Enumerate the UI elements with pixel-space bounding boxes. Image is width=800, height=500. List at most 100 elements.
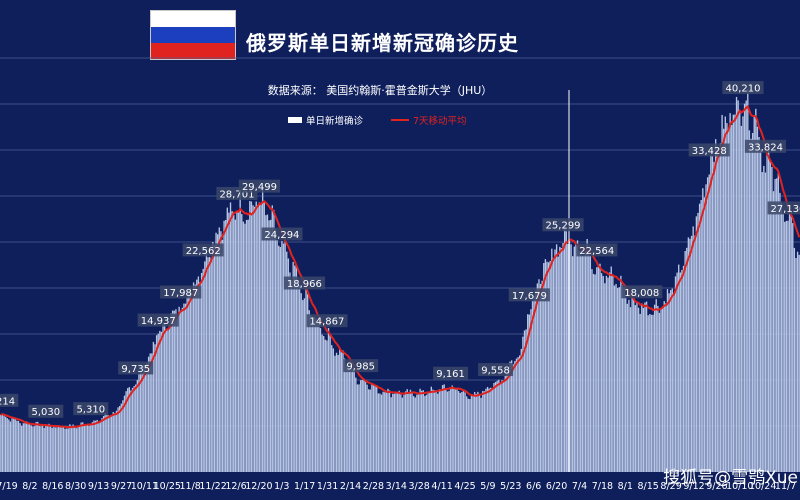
- daily-bar: [558, 257, 559, 472]
- daily-bar: [106, 415, 107, 472]
- daily-bar: [390, 397, 391, 472]
- daily-bar: [52, 428, 53, 472]
- daily-bar: [156, 335, 157, 472]
- daily-bar: [272, 205, 273, 472]
- daily-bar: [426, 395, 427, 472]
- daily-bar: [206, 248, 207, 472]
- daily-bar: [403, 395, 404, 472]
- daily-bar: [191, 293, 192, 472]
- daily-bar: [696, 216, 697, 472]
- daily-bar: [488, 389, 489, 472]
- daily-bar: [692, 226, 693, 472]
- daily-bar: [44, 428, 45, 472]
- daily-bar: [175, 309, 176, 472]
- daily-bar: [765, 173, 766, 472]
- daily-bar: [766, 153, 767, 472]
- daily-bar: [790, 212, 791, 472]
- daily-bar: [117, 407, 118, 472]
- daily-bar: [519, 355, 520, 472]
- daily-bar: [556, 244, 557, 472]
- daily-bar: [578, 251, 579, 472]
- x-tick-label: 5/9: [480, 481, 495, 492]
- daily-bar: [244, 224, 245, 472]
- daily-bar: [609, 272, 610, 472]
- daily-bar: [231, 211, 232, 472]
- daily-bar: [501, 380, 502, 472]
- daily-bar: [509, 362, 510, 472]
- daily-bar: [320, 328, 321, 472]
- daily-bar: [586, 239, 587, 472]
- daily-bar: [289, 272, 290, 472]
- daily-bar: [625, 298, 626, 472]
- daily-bar: [92, 422, 93, 472]
- daily-bar: [74, 427, 75, 472]
- daily-bar: [166, 330, 167, 472]
- daily-bar: [580, 255, 581, 472]
- daily-bar: [739, 110, 740, 472]
- daily-bar: [402, 398, 403, 472]
- daily-bar: [614, 286, 615, 472]
- daily-bar: [500, 383, 501, 472]
- daily-bar: [718, 152, 719, 472]
- daily-bar: [657, 306, 658, 472]
- daily-bar: [174, 311, 175, 472]
- daily-bar: [410, 390, 411, 472]
- daily-bar: [21, 426, 22, 472]
- data-label: 18,966: [287, 279, 322, 290]
- daily-bar: [736, 97, 737, 472]
- daily-bar: [27, 424, 28, 472]
- daily-bar: [186, 297, 187, 472]
- daily-bar: [24, 423, 25, 472]
- daily-bar: [638, 308, 639, 472]
- daily-bar: [683, 266, 684, 472]
- daily-bar: [593, 274, 594, 472]
- daily-bar: [538, 279, 539, 472]
- daily-bar: [469, 399, 470, 472]
- daily-bar: [599, 264, 600, 472]
- daily-bar: [291, 280, 292, 472]
- daily-bar: [325, 340, 326, 472]
- daily-bar: [577, 240, 578, 472]
- daily-bar: [183, 304, 184, 472]
- daily-bar: [63, 426, 64, 472]
- daily-bar: [248, 220, 249, 472]
- daily-bar: [468, 399, 469, 472]
- daily-bar: [40, 426, 41, 472]
- daily-bar: [251, 202, 252, 472]
- daily-bar: [3, 416, 4, 472]
- daily-bar: [643, 308, 644, 472]
- daily-bar: [270, 220, 271, 472]
- daily-bar: [273, 210, 274, 472]
- daily-bar: [64, 429, 65, 472]
- daily-bar: [418, 393, 419, 472]
- daily-bar: [243, 222, 244, 472]
- daily-bar: [797, 252, 798, 472]
- daily-bar: [553, 258, 554, 472]
- daily-bar: [288, 258, 289, 472]
- daily-bar: [227, 208, 228, 472]
- daily-bar: [448, 391, 449, 472]
- daily-bar: [405, 391, 406, 472]
- daily-bar: [389, 390, 390, 472]
- daily-bar: [8, 419, 9, 472]
- daily-bar: [784, 222, 785, 472]
- daily-bar: [484, 391, 485, 472]
- daily-bar: [37, 422, 38, 472]
- daily-bar: [42, 425, 43, 472]
- daily-bar: [143, 365, 144, 472]
- daily-bar: [7, 418, 8, 472]
- daily-bar: [103, 416, 104, 472]
- daily-bar: [678, 265, 679, 472]
- daily-bar: [464, 392, 465, 472]
- daily-bar: [689, 239, 690, 472]
- daily-bar: [676, 273, 677, 472]
- data-label: 5,310: [76, 405, 105, 416]
- daily-bar: [82, 422, 83, 472]
- daily-bar: [230, 202, 231, 472]
- daily-bar: [461, 392, 462, 472]
- daily-bar: [203, 269, 204, 472]
- daily-bar: [517, 357, 518, 472]
- daily-bar: [334, 356, 335, 472]
- daily-bar: [585, 251, 586, 472]
- daily-bar: [444, 384, 445, 472]
